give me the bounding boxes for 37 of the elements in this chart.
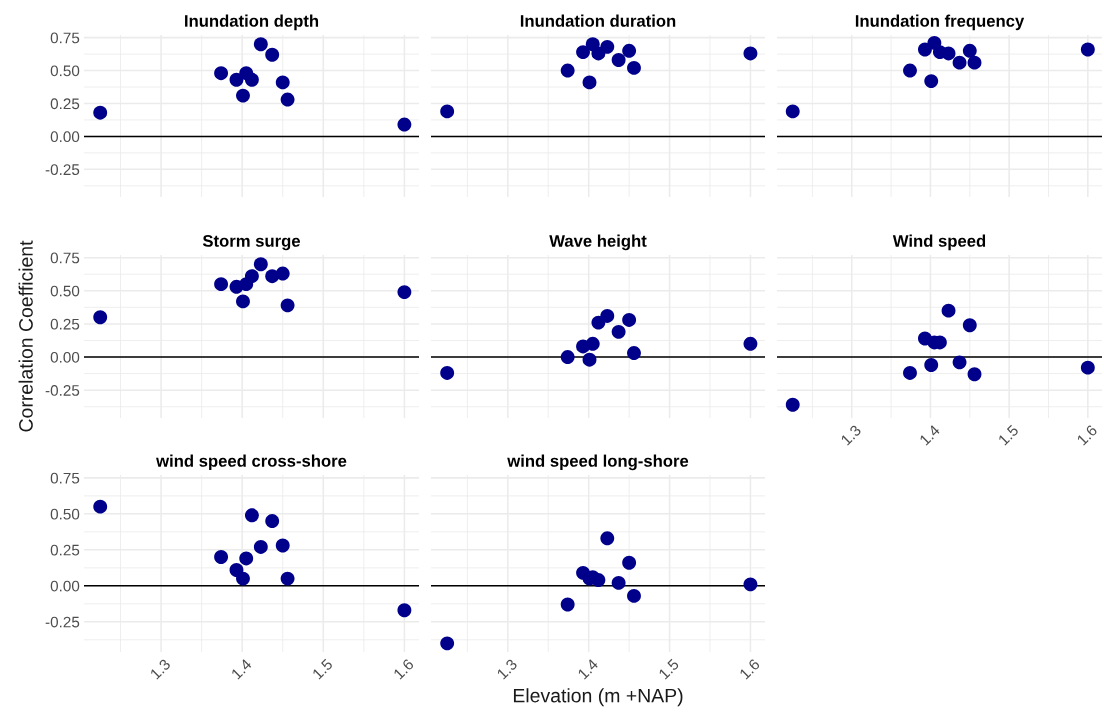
y-tick-label: 0.00	[50, 580, 80, 592]
x-tick-label: 1.6	[739, 658, 761, 680]
chart-title: Inundation frequency	[855, 14, 1025, 31]
x-tick-label: 1.5	[658, 658, 680, 680]
y-tick-label: -0.25	[45, 385, 80, 396]
y-tick-label: 0.50	[50, 508, 80, 520]
y-tick-label: 0.25	[50, 318, 80, 330]
x-tick-label: 1.3	[149, 658, 171, 680]
chart-title: wind speed cross-shore	[156, 454, 347, 471]
x-tick-label: 1.5	[997, 424, 1020, 446]
x-tick-label: 1.6	[1076, 424, 1098, 446]
y-tick-label: 0.50	[50, 65, 80, 77]
y-tick-label: 0.25	[50, 544, 80, 556]
y-tick-label: 0.00	[50, 351, 80, 363]
y-axis-title: Correlation Coefficient	[18, 240, 33, 432]
chart-title: Inundation depth	[185, 14, 319, 31]
x-tick-label: 1.5	[311, 658, 334, 680]
y-tick-label: 0.75	[50, 32, 80, 44]
y-tick-label: 0.75	[50, 252, 80, 264]
x-tick-label: 1.3	[496, 658, 518, 680]
chart-title: Storm surge	[202, 235, 301, 251]
y-tick-label: 0.25	[50, 98, 80, 110]
y-tick-label: -0.25	[45, 164, 80, 176]
x-tick-label: 1.4	[577, 658, 599, 680]
y-tick-label: 0.50	[50, 285, 80, 297]
y-tick-label: 0.00	[50, 131, 80, 143]
x-tick-label: 1.4	[919, 424, 941, 446]
x-tick-label: 1.3	[840, 424, 862, 446]
chart-title: Inundation duration	[520, 14, 676, 27]
x-tick-label: 1.6	[392, 658, 415, 680]
y-tick-label: 0.75	[50, 472, 80, 484]
chart-title: Wind speed	[892, 234, 986, 251]
chart-title: wind speed long-shore	[507, 454, 689, 471]
y-tick-label: -0.25	[45, 616, 80, 628]
chart-title: Wave height	[549, 234, 647, 251]
x-tick-label: 1.4	[230, 658, 253, 680]
x-axis-title: Elevation (m +NAP)	[513, 688, 683, 707]
